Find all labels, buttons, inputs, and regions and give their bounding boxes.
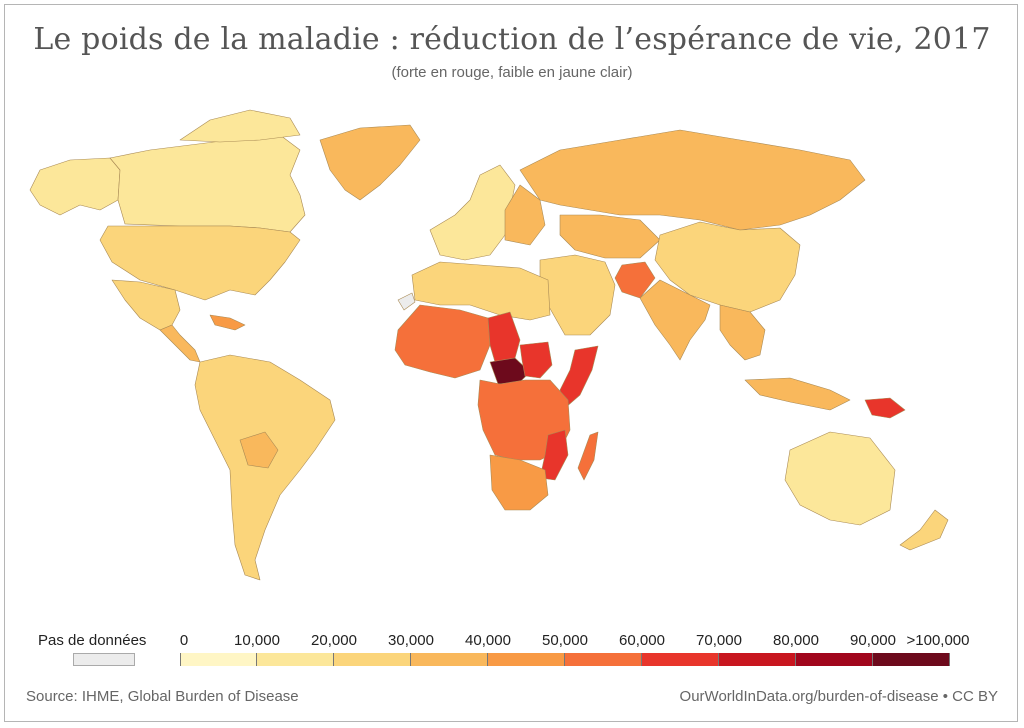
page-subtitle: (forte en rouge, faible en jaune clair) <box>391 64 633 81</box>
region-west-africa[interactable] <box>394 304 491 379</box>
region-somalia[interactable] <box>559 345 599 409</box>
region-south-sudan[interactable] <box>519 341 553 379</box>
region-china[interactable] <box>654 221 801 313</box>
region-no-data-western-sahara[interactable] <box>397 292 416 311</box>
legend-swatch <box>334 653 411 666</box>
page-title: Le poids de la maladie : réduction de l’… <box>33 22 991 57</box>
legend-color-scale <box>180 653 950 666</box>
source-note: Source: IHME, Global Burden of Disease <box>26 688 299 705</box>
legend-tick-label: 70,000 <box>696 632 742 649</box>
region-greenland[interactable] <box>319 124 421 201</box>
legend-no-data-label: Pas de données <box>38 632 147 649</box>
region-mozambique[interactable] <box>539 429 569 481</box>
legend-swatch <box>642 653 719 666</box>
legend-tick-label: 30,000 <box>388 632 434 649</box>
legend-swatch <box>565 653 642 666</box>
legend-tick-label: 80,000 <box>773 632 819 649</box>
region-australia[interactable] <box>784 431 896 526</box>
region-india[interactable] <box>639 279 711 361</box>
legend-tick-label: 90,000 <box>850 632 896 649</box>
region-caribbean[interactable] <box>209 314 246 331</box>
region-papua-new-guinea[interactable] <box>864 397 906 419</box>
legend-tick-label: 40,000 <box>465 632 511 649</box>
region-bolivia[interactable] <box>239 431 279 469</box>
credit-link[interactable]: OurWorldInData.org/burden-of-disease • C… <box>679 688 998 705</box>
region-eastern-europe[interactable] <box>504 184 546 246</box>
region-north-africa[interactable] <box>411 261 551 321</box>
legend-swatch <box>488 653 565 666</box>
region-indonesia[interactable] <box>744 377 851 411</box>
region-canada-arctic[interactable] <box>179 109 301 143</box>
legend-swatch <box>873 653 950 666</box>
legend-swatch <box>411 653 488 666</box>
region-middle-east[interactable] <box>539 254 616 336</box>
region-chad[interactable] <box>487 311 521 363</box>
region-russia[interactable] <box>519 129 866 231</box>
legend-swatch <box>719 653 796 666</box>
legend-swatch <box>796 653 873 666</box>
region-new-zealand[interactable] <box>899 509 949 551</box>
region-central-america[interactable] <box>159 324 201 363</box>
region-kazakhstan[interactable] <box>559 214 661 259</box>
legend-tick-label: 20,000 <box>311 632 357 649</box>
legend-swatch <box>257 653 334 666</box>
legend-tick-label: 10,000 <box>234 632 280 649</box>
region-united-states[interactable] <box>99 225 301 301</box>
legend-tick-label: >100,000 <box>906 632 970 649</box>
region-western-europe[interactable] <box>429 164 516 261</box>
legend-tick-label: 0 <box>179 632 189 649</box>
region-central-african-republic[interactable] <box>489 357 531 385</box>
legend-no-data-swatch <box>73 653 135 666</box>
region-canada[interactable] <box>109 134 306 233</box>
region-alaska[interactable] <box>29 157 121 216</box>
legend-tick-label: 60,000 <box>619 632 665 649</box>
region-southern-africa[interactable] <box>489 454 549 511</box>
legend-swatch <box>180 653 257 666</box>
region-madagascar[interactable] <box>577 431 599 481</box>
region-southeast-asia[interactable] <box>719 304 766 361</box>
legend-tick-label: 50,000 <box>542 632 588 649</box>
